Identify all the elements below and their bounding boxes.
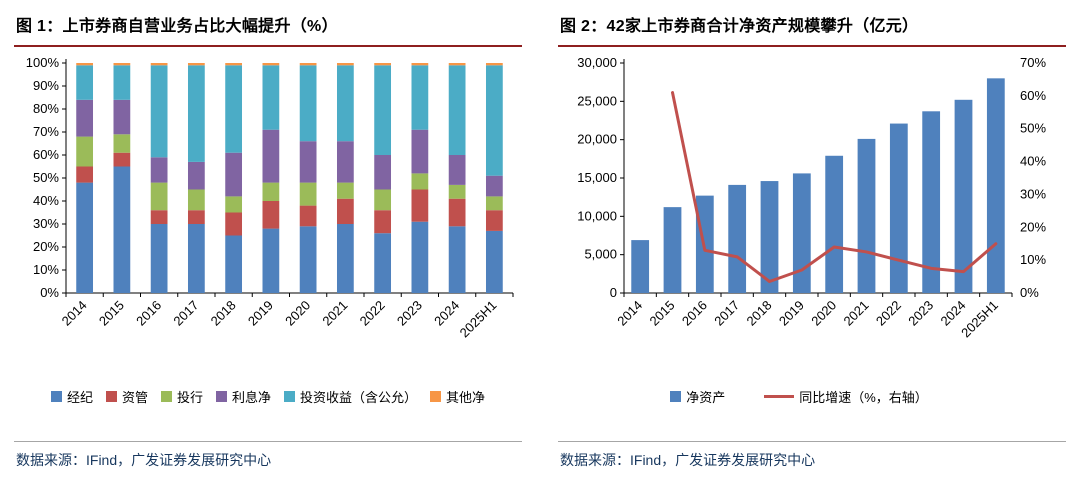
figure-2-divider xyxy=(558,441,1066,442)
svg-text:2023: 2023 xyxy=(393,298,424,329)
svg-text:2015: 2015 xyxy=(95,298,126,329)
legend-label: 经纪 xyxy=(66,390,93,405)
legend-label: 利息净 xyxy=(232,390,272,405)
svg-text:70%: 70% xyxy=(1020,55,1046,70)
figure-2-legend: 净资产 同比增速（%，右轴） xyxy=(558,387,1066,406)
legend-item: 投行 xyxy=(160,387,203,406)
legend-swatch-icon xyxy=(50,391,62,402)
legend-swatch-icon xyxy=(160,391,172,402)
svg-text:2017: 2017 xyxy=(170,298,201,329)
legend-item: 资管 xyxy=(105,387,148,406)
legend-item: 经纪 xyxy=(50,387,93,406)
svg-text:20%: 20% xyxy=(1020,219,1046,234)
svg-text:20%: 20% xyxy=(32,239,58,254)
figure-1-panel: 图 1：上市券商自营业务占比大幅提升（%） 0% 10% 20% 30% 40% 50% 6… xyxy=(14,6,522,476)
figure-1-divider xyxy=(14,441,522,442)
svg-text:2022: 2022 xyxy=(872,298,903,329)
svg-text:2021: 2021 xyxy=(840,298,871,329)
svg-text:2023: 2023 xyxy=(905,298,936,329)
legend-item: 利息净 xyxy=(216,387,271,406)
svg-text:2015: 2015 xyxy=(646,298,677,329)
figure-2-title: 图 2：42家上市券商合计净资产规模攀升（亿元） xyxy=(558,6,1066,47)
figure-1-title: 图 1：上市券商自营业务占比大幅提升（%） xyxy=(14,6,522,47)
svg-text:0%: 0% xyxy=(1020,285,1039,300)
legend-item: 其他净 xyxy=(430,387,485,406)
svg-text:10%: 10% xyxy=(1020,252,1046,267)
svg-text:50%: 50% xyxy=(32,170,58,185)
legend-swatch-icon xyxy=(216,391,227,402)
svg-text:2018: 2018 xyxy=(207,298,238,329)
legend-swatch-icon xyxy=(430,391,442,402)
svg-text:20,000: 20,000 xyxy=(577,132,617,147)
svg-text:0: 0 xyxy=(609,285,616,300)
svg-text:30%: 30% xyxy=(32,216,58,231)
legend-item: 净资产 xyxy=(670,387,725,406)
svg-text:50%: 50% xyxy=(1020,121,1046,136)
svg-text:2021: 2021 xyxy=(319,298,350,329)
svg-text:2014: 2014 xyxy=(58,298,89,329)
svg-text:30%: 30% xyxy=(1020,186,1046,201)
svg-text:15,000: 15,000 xyxy=(577,170,617,185)
legend-swatch-icon xyxy=(105,391,117,402)
svg-text:60%: 60% xyxy=(1020,88,1046,103)
legend-label: 资管 xyxy=(121,390,148,405)
legend-item: 投资收益（含公允） xyxy=(284,387,417,406)
svg-text:10,000: 10,000 xyxy=(577,208,617,223)
svg-text:2020: 2020 xyxy=(808,298,839,329)
figure-1-legend: 经纪 资管 投行 利息净 投资收益（含公允） 其他净 xyxy=(14,387,522,406)
figure-2-source: 数据来源：IFind，广发证券发展研究中心 xyxy=(560,452,816,468)
svg-text:2016: 2016 xyxy=(678,298,709,329)
svg-text:5,000: 5,000 xyxy=(584,247,617,262)
stacked-bar-svg: 0%10%20%30%40%50%60%70%80%90%100%2014 201… xyxy=(25,55,513,341)
svg-text:60%: 60% xyxy=(32,147,58,162)
svg-text:2014: 2014 xyxy=(614,298,645,329)
legend-label: 同比增速（%，右轴） xyxy=(799,390,928,405)
svg-text:2018: 2018 xyxy=(743,298,774,329)
legend-swatch-icon xyxy=(284,391,296,402)
svg-text:40%: 40% xyxy=(1020,154,1046,169)
legend-label: 其他净 xyxy=(446,390,486,405)
bar-line-svg: 0 5,000 10,000 15,000 20,000 25,000 30,000 0% 10… xyxy=(577,55,1046,341)
legend-swatch-icon xyxy=(670,391,682,402)
svg-text:2025H1: 2025H1 xyxy=(456,298,499,341)
svg-text:30,000: 30,000 xyxy=(577,55,617,70)
legend-line-icon xyxy=(764,395,795,398)
svg-text:2020: 2020 xyxy=(282,298,313,329)
svg-text:2025H1: 2025H1 xyxy=(958,298,1001,341)
figure-2-bar-line-chart: 0 5,000 10,000 15,000 20,000 25,000 30,000 0% 10… xyxy=(558,51,1066,387)
figure-1-stacked-bar-chart: 0% 10% 20% 30% 40% 50% 60% 70% 80% 90% 100% 2014 201… xyxy=(14,51,522,387)
svg-text:2017: 2017 xyxy=(711,298,742,329)
figure-1-source: 数据来源：IFind，广发证券发展研究中心 xyxy=(16,452,272,468)
svg-text:100%: 100% xyxy=(25,55,59,70)
svg-text:2019: 2019 xyxy=(244,298,275,329)
legend-label: 投行 xyxy=(176,390,203,405)
legend-item: 同比增速（%，右轴） xyxy=(764,387,928,406)
svg-text:0%: 0% xyxy=(40,285,59,300)
svg-text:70%: 70% xyxy=(32,124,58,139)
svg-text:90%: 90% xyxy=(32,78,58,93)
svg-text:40%: 40% xyxy=(32,193,58,208)
svg-text:2024: 2024 xyxy=(431,298,462,329)
svg-text:2022: 2022 xyxy=(356,298,387,329)
svg-text:25,000: 25,000 xyxy=(577,93,617,108)
figure-2-panel: 图 2：42家上市券商合计净资产规模攀升（亿元） 0 5,000 10,000 15,… xyxy=(558,6,1066,476)
svg-text:10%: 10% xyxy=(32,262,58,277)
svg-text:80%: 80% xyxy=(32,101,58,116)
legend-label: 投资收益（含公允） xyxy=(300,390,418,405)
svg-text:2016: 2016 xyxy=(133,298,164,329)
legend-label: 净资产 xyxy=(686,390,726,405)
svg-text:2019: 2019 xyxy=(775,298,806,329)
